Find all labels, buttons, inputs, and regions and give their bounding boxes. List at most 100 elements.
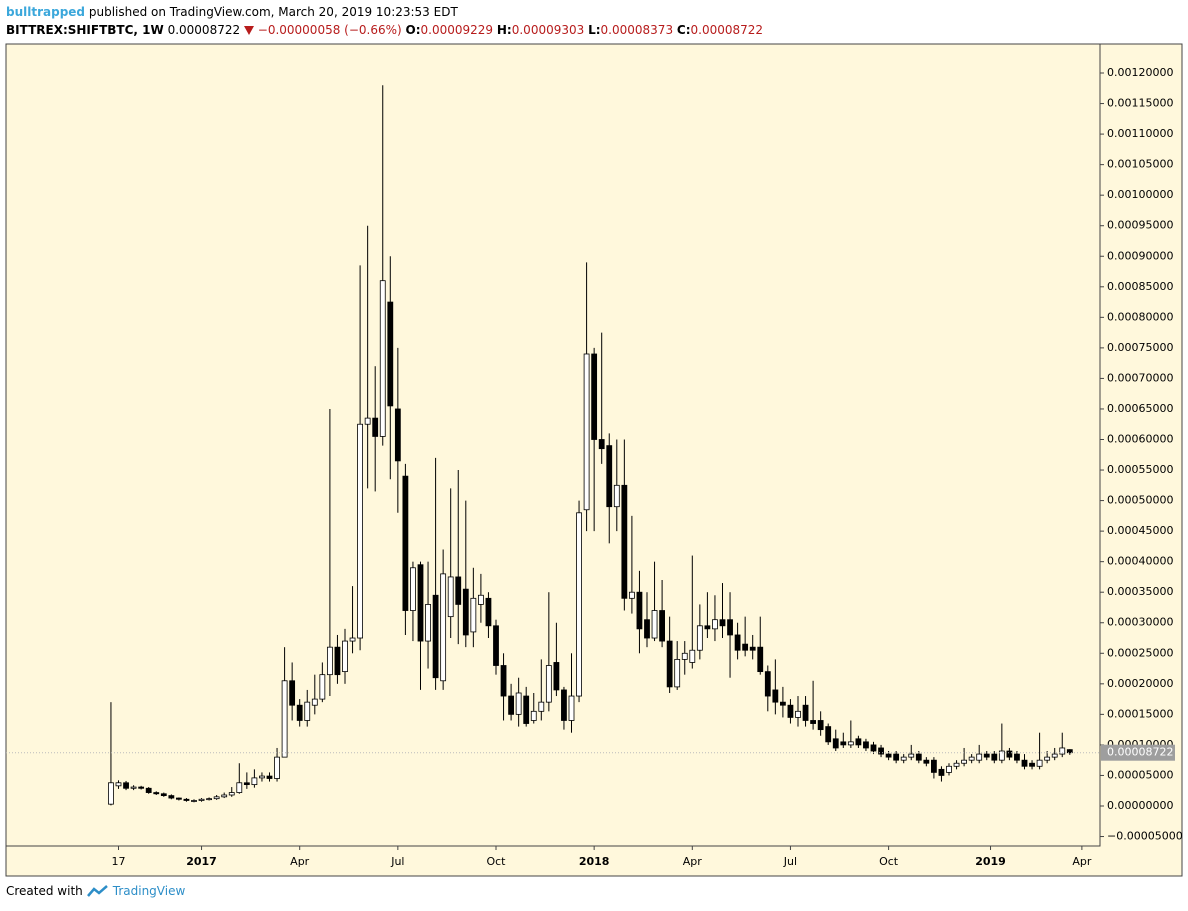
y-tick-label: 0.00100000 xyxy=(1107,188,1173,201)
candle-body xyxy=(425,604,431,642)
ohlc-label: O: xyxy=(405,23,421,37)
candle-body xyxy=(961,759,967,764)
candle-body xyxy=(493,625,499,666)
candle-body xyxy=(742,643,749,651)
candle-body xyxy=(878,747,884,755)
candle-body xyxy=(379,280,386,437)
candle-body xyxy=(1059,747,1066,755)
last: 0.00008722 xyxy=(167,23,241,37)
candle-body xyxy=(621,484,628,599)
chart: 0.00120000 0.00115000 0.00110000 0.00105000… xyxy=(5,43,1183,877)
candle-body xyxy=(817,720,824,731)
candle-body xyxy=(908,753,915,758)
candle-body xyxy=(885,753,892,758)
x-tick-label: Apr xyxy=(683,855,703,868)
y-tick-label: −0.00005000 xyxy=(1107,830,1183,843)
candle-body xyxy=(900,756,907,761)
brand[interactable]: TradingView xyxy=(112,884,186,898)
down-arrow xyxy=(243,26,254,35)
candle-body xyxy=(243,782,250,786)
candle-body xyxy=(538,701,545,712)
candle-body xyxy=(198,798,205,801)
candle-body xyxy=(1029,762,1035,767)
candle-body xyxy=(583,353,590,511)
outer-frame xyxy=(5,43,1183,877)
candle-body xyxy=(447,576,454,618)
candle-body xyxy=(357,423,363,639)
y-tick-label: 0.00065000 xyxy=(1107,402,1173,415)
candle-body xyxy=(1051,753,1058,758)
x-tick-label: Oct xyxy=(879,855,899,868)
candle-body xyxy=(130,786,137,789)
candle-body xyxy=(689,649,696,663)
author[interactable]: bulltrapped xyxy=(6,5,86,19)
candle-body xyxy=(674,658,681,688)
y-tick-label: 0.00030000 xyxy=(1107,616,1173,629)
y-tick-label: 0.00095000 xyxy=(1107,219,1173,232)
x-tick-label: Jul xyxy=(390,855,404,868)
candle-body xyxy=(394,408,401,462)
y-tick-label: 0.00080000 xyxy=(1107,310,1173,323)
candle-body xyxy=(326,646,333,676)
candle-body xyxy=(221,794,228,798)
candle-body xyxy=(1044,756,1051,761)
candle-body xyxy=(296,704,303,721)
y-tick-label: 0.00120000 xyxy=(1107,66,1173,79)
candle-body xyxy=(795,710,801,718)
candle-body xyxy=(191,800,197,802)
x-tick-label: 17 xyxy=(111,855,125,868)
candle-body xyxy=(1006,750,1013,758)
candle-body xyxy=(349,637,356,642)
candle-body xyxy=(953,762,960,767)
candle-body xyxy=(175,797,182,800)
candle-body xyxy=(145,787,152,793)
candle-body xyxy=(772,689,779,703)
y-tick-label: 0.00050000 xyxy=(1107,494,1173,507)
y-tick-label: 0.00005000 xyxy=(1107,768,1173,781)
change: −0.00000058 (−0.66%) xyxy=(257,23,402,37)
candle-body xyxy=(168,795,175,799)
candle-body xyxy=(372,417,379,437)
y-tick-label: 0.00035000 xyxy=(1107,585,1173,598)
candle-body xyxy=(530,710,537,721)
y-tick-label: 0.00045000 xyxy=(1107,524,1173,537)
candle-body xyxy=(319,674,326,700)
candle-body xyxy=(606,445,613,508)
y-tick-label: 0.00070000 xyxy=(1107,371,1173,384)
candle-body xyxy=(304,701,311,721)
candle-body xyxy=(930,759,937,773)
candle-body xyxy=(998,750,1005,761)
x-tick-label: Apr xyxy=(290,855,310,868)
candle-body xyxy=(183,798,190,801)
candle-body xyxy=(153,792,160,795)
ohlc-label: C: xyxy=(676,23,691,37)
y-tick-label: 0.00000000 xyxy=(1107,799,1173,812)
candle-body xyxy=(712,619,718,630)
candle-body xyxy=(946,765,952,773)
candle-body xyxy=(576,512,582,697)
candle-body xyxy=(591,353,598,440)
x-tick-label: Jul xyxy=(783,855,797,868)
candle-body xyxy=(508,695,514,715)
candle-body xyxy=(991,753,998,761)
y-tick-label: 0.00085000 xyxy=(1107,280,1173,293)
candle-body xyxy=(1066,749,1073,754)
candle-body xyxy=(1021,759,1028,767)
ohlc-value: 0.00009303 xyxy=(511,23,585,37)
candle-body xyxy=(802,704,809,721)
candle-body xyxy=(266,775,273,779)
candle-body xyxy=(825,726,832,743)
candle-body xyxy=(1036,759,1043,767)
candle-body xyxy=(727,619,733,636)
candle-body xyxy=(281,680,288,758)
x-tick-label: Oct xyxy=(486,855,506,868)
candle-body xyxy=(410,567,416,611)
x-tick-label: 2018 xyxy=(579,855,610,868)
candle-body xyxy=(983,753,990,758)
ohlc-label: H: xyxy=(496,23,512,37)
published: published on TradingView.com, March 20, … xyxy=(88,5,458,19)
candle-body xyxy=(938,768,945,776)
ohlc-value: 0.00009229 xyxy=(420,23,494,37)
candle-body xyxy=(334,646,341,676)
candle-body xyxy=(598,439,605,450)
